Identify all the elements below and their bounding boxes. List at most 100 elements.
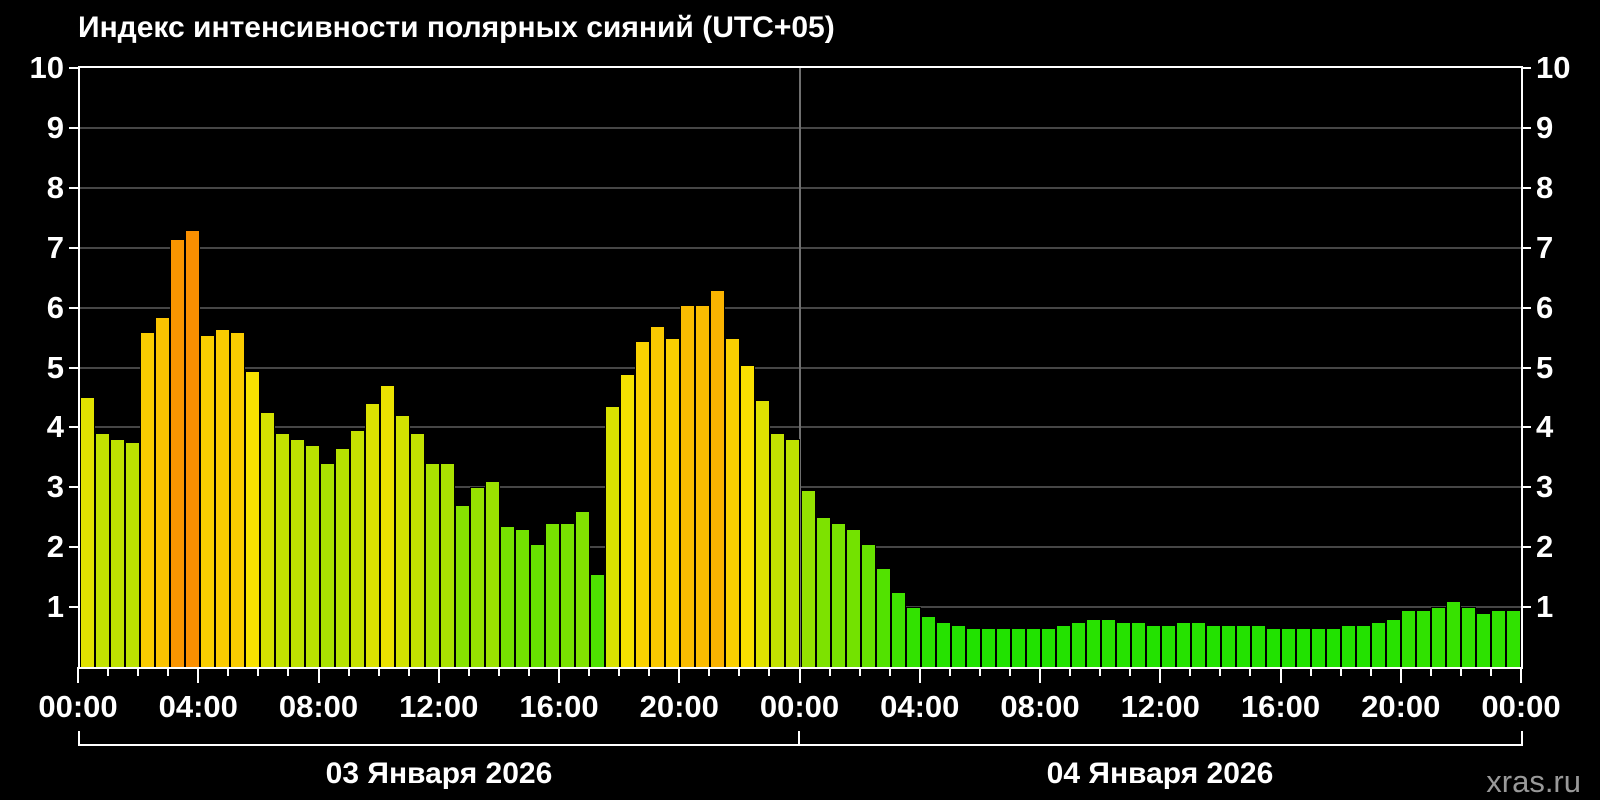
bar-42 bbox=[710, 289, 726, 667]
bar-85 bbox=[1355, 625, 1371, 667]
day-bracket-line bbox=[78, 744, 1523, 746]
x-minor-tick-h11 bbox=[407, 667, 410, 676]
bar-26 bbox=[470, 487, 486, 667]
y-tick-right-10 bbox=[1522, 67, 1531, 69]
y-tick-right-2 bbox=[1522, 546, 1531, 549]
bar-16 bbox=[320, 463, 336, 667]
bar-81 bbox=[1295, 628, 1311, 667]
x-minor-tick-h33 bbox=[1069, 667, 1072, 676]
bar-10 bbox=[230, 331, 246, 667]
x-label-h4: 04:00 bbox=[158, 689, 238, 724]
bar-72 bbox=[1160, 625, 1176, 667]
bar-15 bbox=[305, 445, 321, 667]
y-label-right-4: 4 bbox=[1536, 409, 1554, 445]
bar-63 bbox=[1025, 628, 1041, 667]
bar-46 bbox=[770, 433, 786, 667]
y-label-right-8: 8 bbox=[1536, 169, 1554, 205]
bar-38 bbox=[650, 325, 666, 667]
x-minor-tick-h22 bbox=[738, 667, 741, 676]
bar-86 bbox=[1370, 622, 1386, 667]
y-tick-right-4 bbox=[1522, 426, 1531, 429]
x-major-tick-h12 bbox=[437, 667, 440, 683]
y-tick-left-3 bbox=[69, 486, 78, 489]
bar-92 bbox=[1460, 607, 1476, 667]
bar-84 bbox=[1340, 625, 1356, 667]
x-major-tick-h40 bbox=[1279, 667, 1282, 683]
y-label-left-5: 5 bbox=[46, 349, 64, 385]
x-minor-tick-h45 bbox=[1429, 667, 1432, 676]
bar-48 bbox=[800, 490, 816, 667]
bar-93 bbox=[1475, 613, 1491, 667]
bar-53 bbox=[875, 568, 891, 667]
bar-33 bbox=[575, 511, 591, 667]
x-minor-tick-h3 bbox=[167, 667, 170, 676]
x-minor-tick-h6 bbox=[257, 667, 260, 676]
x-label-h20: 20:00 bbox=[639, 689, 719, 724]
x-minor-tick-h15 bbox=[527, 667, 530, 676]
y-tick-left-4 bbox=[69, 426, 78, 429]
bar-28 bbox=[500, 526, 516, 667]
x-label-h28: 04:00 bbox=[880, 689, 960, 724]
bar-30 bbox=[530, 544, 546, 667]
x-major-tick-h20 bbox=[678, 667, 681, 683]
bar-22 bbox=[410, 433, 426, 667]
x-label-h48: 00:00 bbox=[1481, 689, 1561, 724]
y-label-right-6: 6 bbox=[1536, 289, 1554, 325]
x-major-tick-h24 bbox=[798, 667, 801, 683]
bar-40 bbox=[680, 304, 696, 667]
y-label-left-9: 9 bbox=[46, 109, 64, 145]
x-label-h24: 00:00 bbox=[759, 689, 840, 724]
bar-6 bbox=[170, 238, 186, 667]
x-minor-tick-h23 bbox=[768, 667, 771, 676]
bar-55 bbox=[905, 607, 921, 667]
x-minor-tick-h39 bbox=[1249, 667, 1252, 676]
y-label-right-7: 7 bbox=[1536, 229, 1554, 265]
bracket-notch-start bbox=[78, 731, 80, 746]
x-minor-tick-h29 bbox=[948, 667, 951, 676]
bar-36 bbox=[620, 373, 636, 667]
x-minor-tick-h2 bbox=[137, 667, 140, 676]
bar-60 bbox=[980, 628, 996, 667]
y-tick-left-6 bbox=[69, 306, 78, 309]
bar-73 bbox=[1175, 622, 1191, 667]
bar-8 bbox=[200, 334, 216, 667]
bar-50 bbox=[830, 523, 846, 667]
bar-65 bbox=[1055, 625, 1071, 667]
bar-66 bbox=[1070, 622, 1086, 667]
y-label-left-3: 3 bbox=[46, 469, 64, 505]
bar-61 bbox=[995, 628, 1011, 667]
x-major-tick-h32 bbox=[1039, 667, 1041, 683]
y-tick-left-9 bbox=[69, 126, 78, 129]
x-minor-tick-h18 bbox=[618, 667, 621, 676]
x-label-h36: 12:00 bbox=[1120, 689, 1200, 724]
x-minor-tick-h46 bbox=[1459, 667, 1462, 676]
bar-83 bbox=[1325, 628, 1341, 667]
x-minor-tick-h14 bbox=[497, 667, 500, 676]
day-2-label: 04 Января 2026 bbox=[1046, 757, 1274, 790]
bar-11 bbox=[245, 370, 261, 667]
y-label-left-8: 8 bbox=[46, 169, 64, 205]
x-label-h44: 20:00 bbox=[1361, 689, 1441, 724]
bar-52 bbox=[860, 544, 876, 667]
y-tick-left-2 bbox=[69, 546, 78, 549]
plot-inner bbox=[80, 68, 1521, 667]
y-tick-left-10 bbox=[69, 67, 78, 69]
gridline-9 bbox=[80, 126, 1521, 129]
bar-12 bbox=[260, 412, 276, 667]
x-minor-tick-h30 bbox=[978, 667, 981, 676]
x-label-h32: 08:00 bbox=[1000, 689, 1080, 724]
x-minor-tick-h42 bbox=[1339, 667, 1342, 676]
bar-4 bbox=[140, 331, 156, 667]
y-tick-left-1 bbox=[69, 606, 78, 609]
bar-78 bbox=[1250, 625, 1266, 667]
x-minor-tick-h5 bbox=[227, 667, 230, 676]
bar-82 bbox=[1310, 628, 1326, 667]
gridline-8 bbox=[80, 186, 1521, 189]
gridline-7 bbox=[80, 246, 1521, 249]
gridline-4 bbox=[80, 426, 1521, 429]
x-label-h16: 16:00 bbox=[519, 689, 599, 724]
bar-51 bbox=[845, 529, 861, 667]
bar-35 bbox=[605, 406, 621, 667]
y-tick-left-8 bbox=[69, 186, 78, 189]
